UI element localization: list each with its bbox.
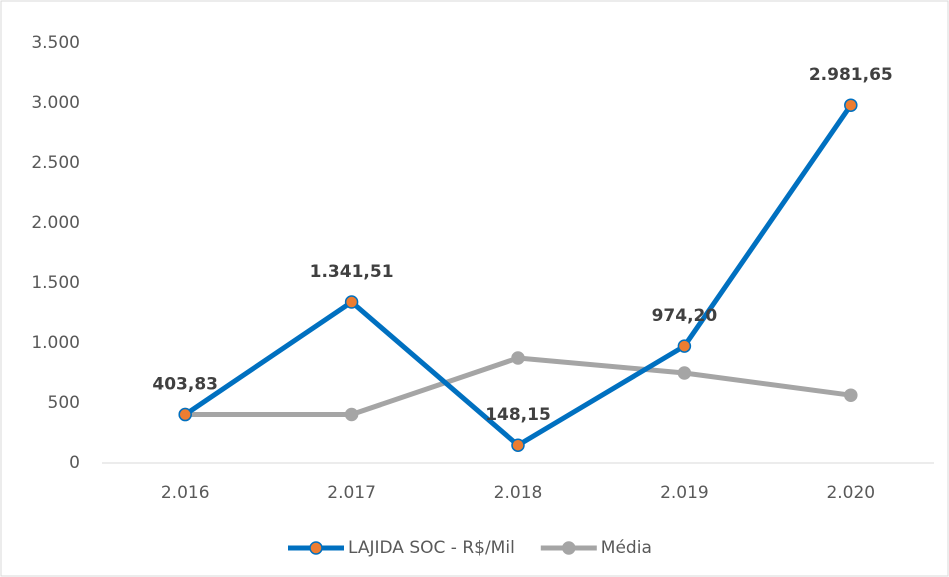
data-label: 403,83 xyxy=(152,375,218,395)
legend-marker xyxy=(562,541,576,555)
x-tick-label: 2.017 xyxy=(327,483,376,503)
y-tick-label: 0 xyxy=(69,453,80,473)
y-tick-label: 1.500 xyxy=(31,273,80,293)
data-label: 2.981,65 xyxy=(809,65,893,85)
x-tick-label: 2.019 xyxy=(660,483,709,503)
y-tick-label: 3.500 xyxy=(31,33,80,53)
x-tick-label: 2.020 xyxy=(826,483,875,503)
marker xyxy=(844,388,858,402)
data-label: 974,20 xyxy=(652,306,718,326)
marker xyxy=(344,295,359,309)
marker xyxy=(511,351,525,365)
x-tick-label: 2.018 xyxy=(494,483,543,503)
y-tick-label: 3.000 xyxy=(31,93,80,113)
marker xyxy=(677,366,692,380)
marker xyxy=(344,407,359,422)
marker xyxy=(511,438,525,452)
legend-marker xyxy=(309,541,323,555)
data-label: 148,15 xyxy=(485,405,551,425)
marker xyxy=(844,98,858,112)
marker xyxy=(178,407,192,422)
data-label: 1.341,51 xyxy=(310,262,394,282)
marker xyxy=(677,339,692,353)
y-tick-label: 2.000 xyxy=(31,213,80,233)
legend-label: Média xyxy=(601,538,652,558)
y-tick-label: 1.000 xyxy=(31,333,80,353)
y-tick-label: 2.500 xyxy=(31,153,80,173)
x-tick-label: 2.016 xyxy=(161,483,210,503)
y-tick-label: 500 xyxy=(48,393,80,413)
legend-label: LAJIDA SOC - R$/Mil xyxy=(348,538,515,558)
